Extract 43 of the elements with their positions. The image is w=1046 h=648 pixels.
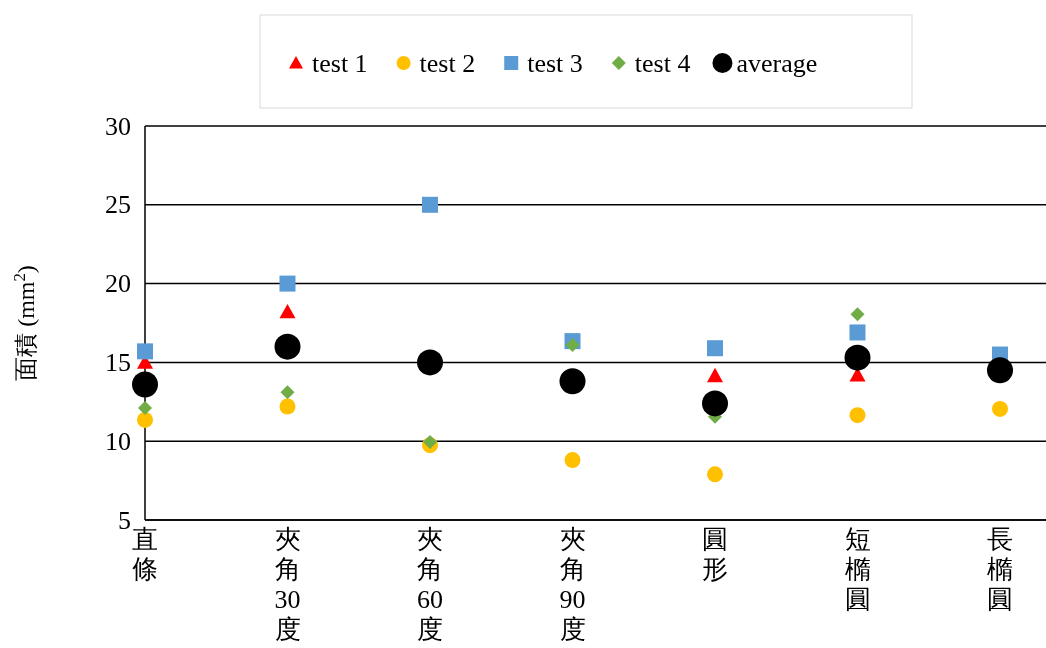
point	[849, 407, 866, 424]
y-tick-label: 30	[105, 111, 131, 141]
point	[707, 340, 723, 357]
point	[274, 333, 301, 360]
point	[417, 349, 443, 376]
legend-label: average	[736, 48, 818, 78]
x-tick-label: 圓形	[702, 525, 728, 584]
point	[137, 343, 153, 360]
y-tick-label: 15	[105, 347, 131, 377]
legend-label: test 1	[312, 48, 368, 78]
x-tick-label: 夾角90度	[559, 525, 586, 644]
point	[850, 307, 865, 322]
point	[137, 411, 153, 428]
point	[423, 434, 437, 449]
point	[559, 368, 586, 395]
point	[987, 357, 1013, 384]
point	[564, 452, 581, 469]
point	[280, 385, 295, 400]
point	[992, 400, 1008, 417]
y-tick-label: 25	[105, 190, 131, 220]
point	[279, 398, 296, 415]
point	[707, 466, 723, 483]
x-tick-label: 夾角30度	[274, 525, 301, 644]
y-tick-label: 5	[118, 505, 131, 535]
y-tick-label: 20	[105, 269, 131, 299]
point	[565, 338, 580, 353]
point	[422, 196, 438, 213]
point	[702, 390, 728, 417]
x-tick-label: 直條	[132, 525, 158, 584]
point	[279, 303, 296, 319]
x-tick-label: 長橢圓	[987, 525, 1013, 614]
point	[132, 371, 158, 398]
legend-label: test 2	[419, 48, 476, 78]
legend-label: test 3	[527, 48, 583, 78]
point	[844, 344, 871, 371]
point	[707, 367, 723, 383]
y-tick-label: 10	[105, 426, 131, 456]
point	[279, 275, 296, 292]
x-tick-label: 夾角60度	[417, 525, 443, 644]
x-tick-label: 短橢圓	[844, 525, 871, 614]
point	[849, 324, 866, 341]
legend-label: test 4	[634, 48, 691, 78]
point	[138, 401, 152, 416]
